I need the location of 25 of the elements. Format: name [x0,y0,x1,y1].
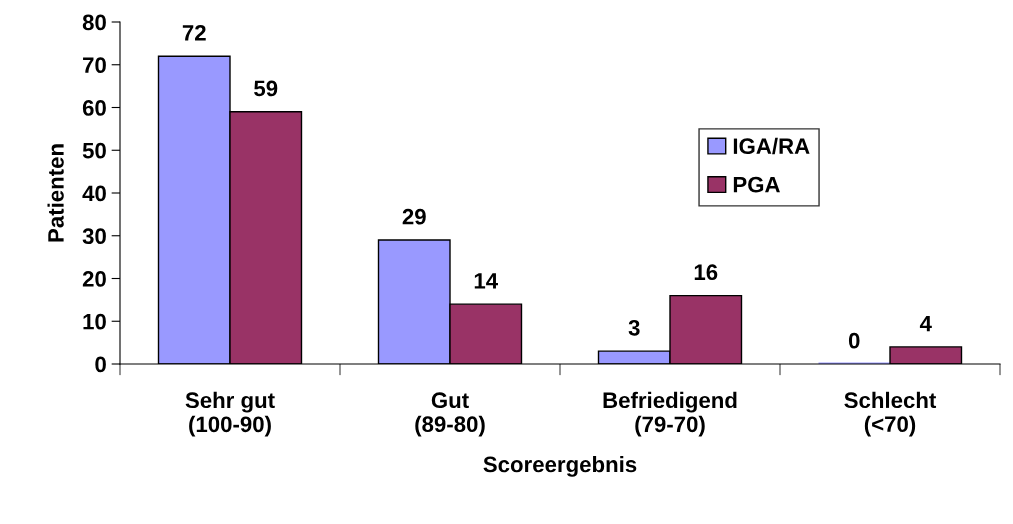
y-tick-label: 70 [83,57,106,74]
y-tick-label: 0 [95,356,106,373]
y-tick-label: 20 [82,271,106,287]
y-tick-label: 60 [82,100,106,116]
data-label: 16 [694,264,718,281]
y-tick-label: 30 [82,228,106,245]
legend-label: IGA/RA [733,137,810,155]
data-label: 59 [254,80,278,97]
y-axis-title: Patienten [47,144,64,242]
x-tick-label: Gut (89-80) [415,392,485,437]
data-label: 29 [402,208,426,225]
data-label: 3 [628,319,640,336]
y-tick-label: 40 [82,185,106,202]
x-tick-label: Sehr gut (100-90) [185,391,275,437]
x-axis-title: Scoreergebnis [483,455,637,477]
legend-label: PGA [733,176,780,193]
data-label: 0 [848,332,860,349]
y-tick-label: 50 [82,142,106,159]
y-tick-label: 10 [83,313,106,330]
x-tick-label: Befriedigend (79-70) [603,391,737,437]
data-label: 72 [182,24,206,41]
y-tick-label: 80 [82,14,106,31]
data-label: 14 [474,273,498,289]
x-tick-label: Schlecht (<70) [844,391,937,437]
data-label: 4 [919,315,932,332]
